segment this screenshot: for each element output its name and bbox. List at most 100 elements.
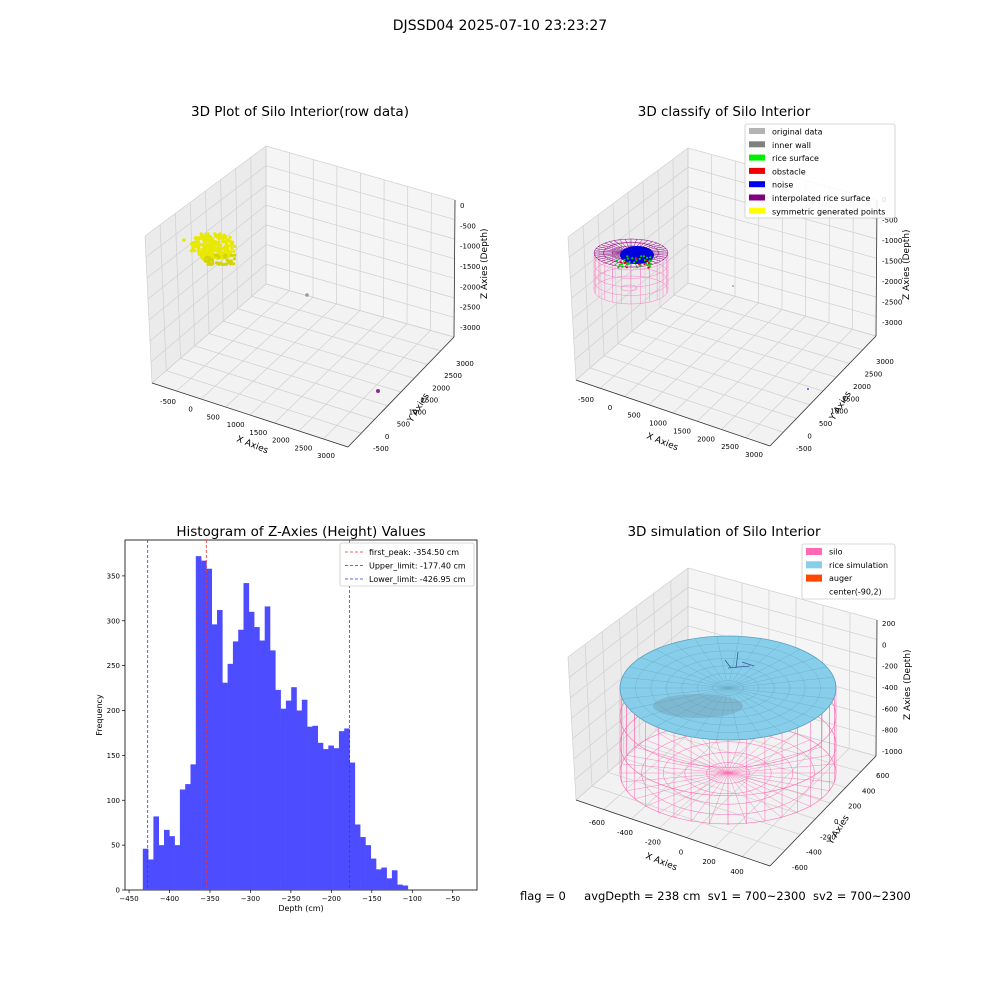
rice-mesh — [635, 643, 821, 733]
panel-raw-data: 3D Plot of Silo Interior(row data) -500 0… — [144, 104, 490, 460]
data-point — [230, 246, 234, 250]
y-tick-label: 500 — [397, 421, 410, 429]
z-tick-label: 0 — [882, 641, 886, 649]
y-tick-label: 0 — [385, 433, 389, 441]
y-tick-label: 500 — [819, 420, 832, 428]
histogram-bar — [243, 583, 250, 890]
silo-line — [727, 772, 747, 825]
data-point — [213, 232, 217, 236]
rice-mesh — [666, 658, 790, 718]
rice-point — [642, 255, 646, 258]
tick-labels: -500 0 500 1000 1500 2000 2500 3000 -500 0 500 1000… — [160, 202, 480, 460]
y-tick-label: -200 — [820, 833, 836, 841]
data-point — [209, 246, 213, 250]
legend-label: first_peak: -354.50 cm — [369, 548, 459, 557]
silo-line — [626, 755, 729, 774]
rice-point — [645, 262, 648, 265]
data-point — [214, 261, 219, 265]
data-point — [219, 246, 223, 250]
data-point — [197, 248, 201, 252]
z-tick-label: 200 — [882, 620, 895, 628]
legend-label: obstacle — [772, 167, 806, 176]
x-tick-label: −100 — [403, 895, 422, 903]
silo-line — [727, 772, 766, 822]
histogram-bar — [217, 610, 223, 890]
rice-mesh — [622, 687, 729, 700]
rice-mesh — [694, 687, 729, 738]
silo-line — [727, 739, 811, 774]
x-tick-label: -500 — [578, 396, 594, 404]
data-point — [213, 253, 217, 257]
x-tick-label: 2500 — [295, 444, 313, 452]
data-point — [232, 257, 236, 261]
x-tick-label: 1000 — [649, 420, 667, 428]
legend-swatch — [749, 207, 765, 214]
rice-mesh — [716, 687, 729, 740]
x-tick-label: −350 — [200, 895, 219, 903]
silo-line — [621, 772, 729, 783]
histogram-bar — [238, 629, 244, 890]
rice-mesh — [681, 665, 775, 711]
data-point — [182, 238, 186, 242]
histogram-bar — [381, 867, 387, 890]
data-point — [211, 259, 215, 263]
rice-point — [621, 262, 624, 265]
histogram-bar — [259, 640, 266, 890]
panel-title: 3D simulation of Silo Interior — [627, 524, 821, 540]
y-tick-label: 350 — [107, 572, 120, 580]
x-axis-label: X Axies — [644, 852, 679, 874]
rice-point — [649, 263, 652, 266]
histogram-bar — [222, 682, 228, 890]
rice-mesh — [673, 687, 729, 734]
data-point — [210, 262, 214, 266]
y-tick-label: 3000 — [876, 358, 894, 366]
rice-point — [617, 266, 620, 269]
rice-point — [621, 265, 624, 268]
data-point — [202, 245, 206, 249]
rice-mesh — [640, 657, 729, 689]
data-point — [217, 255, 221, 259]
rice-mesh — [727, 642, 783, 689]
silo-line — [645, 739, 729, 774]
data-point — [225, 247, 229, 251]
data-point — [233, 253, 237, 257]
histogram-bar — [360, 837, 366, 890]
rice-mesh — [727, 676, 834, 689]
rice-mesh — [622, 676, 729, 689]
z-tick-label: -3000 — [460, 324, 480, 332]
data-point — [227, 255, 231, 259]
x-tick-label: -200 — [645, 839, 661, 847]
noise-point — [807, 388, 809, 390]
data-point — [200, 254, 204, 258]
y-tick-label: 100 — [107, 797, 120, 805]
histogram-bar — [185, 784, 191, 890]
data-point — [217, 250, 222, 255]
y-tick-label: 3000 — [456, 360, 474, 368]
y-tick-label: 1000 — [409, 409, 427, 417]
silo-ring — [620, 284, 638, 292]
histogram-bar — [312, 725, 319, 890]
silo-line — [727, 772, 830, 791]
silo-line — [626, 772, 729, 791]
z-tick-label: -2000 — [882, 278, 902, 286]
data-point — [200, 236, 205, 240]
y-tick-label: 0 — [834, 818, 838, 826]
data-point — [221, 251, 225, 255]
data-point — [227, 239, 231, 243]
interpolated-surface — [603, 242, 659, 264]
histogram-bar — [179, 789, 186, 890]
silo-line — [727, 772, 798, 814]
histogram-bar — [169, 836, 175, 890]
histogram-bar — [391, 870, 398, 890]
silo-cylinder — [619, 635, 837, 825]
x-tick-label: −400 — [160, 895, 179, 903]
silo-line — [634, 772, 729, 800]
z-tick-label: -400 — [882, 684, 898, 692]
data-point — [208, 258, 212, 262]
x-tick-label: −450 — [119, 895, 138, 903]
x-tick-label: 2500 — [721, 443, 739, 451]
panel-title: 3D Plot of Silo Interior(row data) — [191, 104, 409, 120]
z-tick-label: -1000 — [882, 237, 902, 245]
histogram-bar — [333, 748, 340, 890]
